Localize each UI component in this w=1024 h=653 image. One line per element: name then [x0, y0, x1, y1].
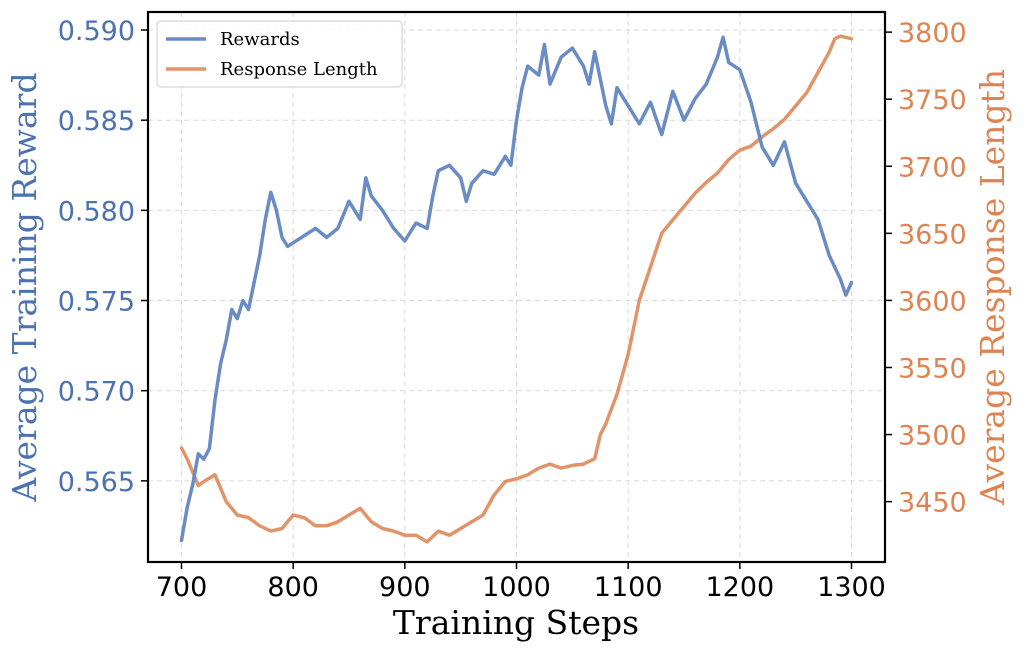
right-y-tick-label: 3800 [898, 18, 967, 49]
x-tick-label: 1300 [817, 572, 886, 603]
x-axis-title: Training Steps [393, 603, 639, 642]
x-tick-label: 800 [267, 572, 319, 603]
left-y-tick-label: 0.570 [58, 377, 135, 408]
right-y-tick-label: 3600 [898, 286, 967, 317]
right-y-axis: 3450 3500 3550 3600 3650 3700 3750 3800 [885, 18, 967, 519]
right-y-tick-label: 3450 [898, 488, 967, 519]
right-y-tick-label: 3500 [898, 421, 967, 452]
legend-box [156, 20, 403, 88]
left-y-tick-label: 0.590 [58, 16, 135, 47]
left-y-tick-label: 0.575 [58, 287, 135, 318]
series-layer [179, 34, 854, 544]
x-tick-label: 700 [156, 572, 208, 603]
left-y-tick-label: 0.580 [58, 196, 135, 227]
x-tick-label: 1000 [482, 572, 551, 603]
response-length-line [179, 34, 854, 544]
right-y-tick-label: 3550 [898, 353, 967, 384]
right-y-tick-label: 3700 [898, 152, 967, 183]
rewards-line [179, 35, 854, 543]
x-tick-label: 1100 [594, 572, 663, 603]
x-tick-label: 1200 [705, 572, 774, 603]
left-y-axis-title: Average Training Reward [5, 72, 44, 502]
x-tick-label: 900 [379, 572, 431, 603]
grid-lines [148, 12, 885, 562]
left-y-tick-label: 0.565 [58, 467, 135, 498]
legend-label-response-length: Response Length [220, 59, 378, 80]
right-y-tick-label: 3750 [898, 85, 967, 116]
legend-label-rewards: Rewards [220, 29, 300, 50]
right-y-tick-label: 3650 [898, 219, 967, 250]
right-y-axis-title: Average Response Length [973, 69, 1012, 506]
left-y-axis: 0.565 0.570 0.575 0.580 0.585 0.590 [58, 16, 148, 498]
legend: Rewards Response Length [156, 20, 403, 88]
left-y-tick-label: 0.585 [58, 106, 135, 137]
x-axis: 700 800 900 1000 1100 1200 1300 [156, 562, 886, 603]
